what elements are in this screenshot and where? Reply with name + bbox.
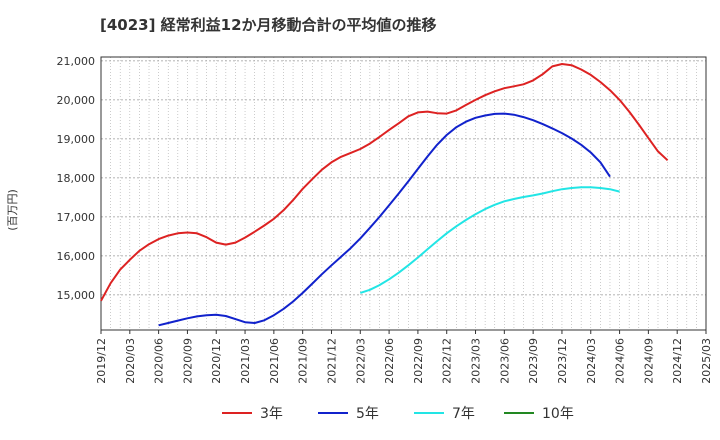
series-line-1 [100,63,669,302]
legend-label: 7年 [452,406,475,422]
x-tick-label: 2020/09 [181,338,194,384]
y-tick-label: 21,000 [57,55,96,68]
x-tick-label: 2024/12 [671,338,684,384]
x-tick-label: 2020/03 [124,338,137,384]
x-tick-labels: 2019/12 2020/03 2020/06 2020/09 2020/12 2021/… [95,338,713,384]
x-tick-label: 2023/09 [527,338,540,384]
y-axis-label: (百万円) [6,189,19,231]
x-tick-label: 2024/03 [585,338,598,384]
x-tick-label: 2023/06 [498,338,511,384]
y-tick-label: 20,000 [57,94,96,107]
y-tick-label: 17,000 [57,211,96,224]
x-tick-label: 2023/12 [556,338,569,384]
x-tick-label: 2025/03 [700,338,713,384]
series-line-2 [158,112,611,327]
x-tick-label: 2022/09 [412,338,425,384]
y-axis-label-text: (百万円) [6,189,19,231]
x-tick-label: 2022/06 [383,338,396,384]
y-tick-label: 19,000 [57,133,96,146]
chart-title: [4023] 経常利益12か月移動合計の平均値の推移 [100,16,437,34]
x-tick-label: 2021/12 [325,338,338,384]
grid-lines [100,57,707,330]
y-tick-label: 18,000 [57,172,96,185]
x-tick-label: 2022/03 [354,338,367,384]
x-tick-label: 2024/09 [642,338,655,384]
x-tick-label: 2020/06 [153,338,166,384]
y-tick-label: 16,000 [57,250,96,263]
x-tick-label: 2023/03 [470,338,483,384]
legend-label: 3年 [260,406,283,422]
x-tick-label: 2021/03 [239,338,252,384]
x-tick-label: 2021/09 [297,338,310,384]
plot-frame [100,56,707,331]
x-tick-label: 2022/12 [441,338,454,384]
legend: 3年 5年 7年 10年 [222,406,574,422]
series-lines [100,63,669,327]
x-tick-label: 2019/12 [95,338,108,384]
legend-label: 5年 [356,406,379,422]
series-line-3 [359,186,620,294]
x-tick-label: 2024/06 [614,338,627,384]
legend-label: 10年 [542,406,574,422]
x-tick-label: 2021/06 [268,338,281,384]
x-tick-label: 2020/12 [210,338,223,384]
y-tick-label: 15,000 [57,289,96,302]
y-tick-labels: 15,000 16,000 17,000 18,000 19,000 20,000 21,0… [57,55,96,302]
axes [100,56,707,334]
